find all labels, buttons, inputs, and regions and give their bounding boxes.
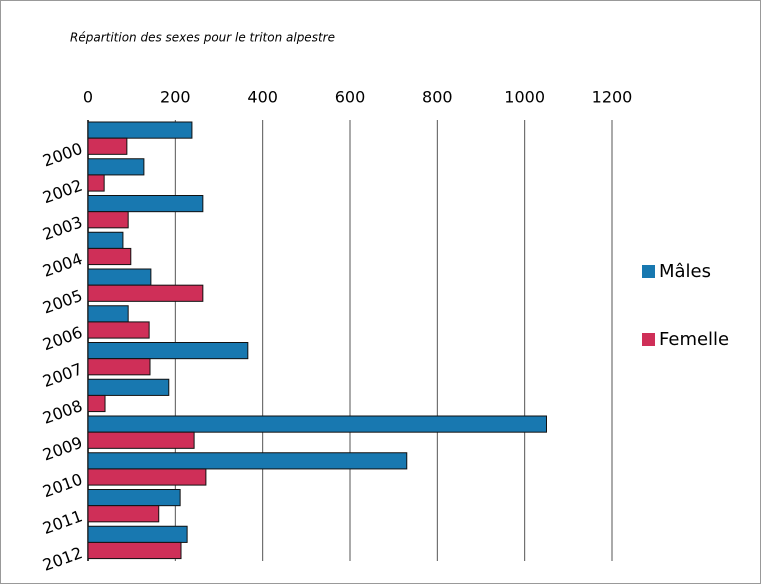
bar — [87, 489, 181, 507]
bar — [87, 378, 170, 396]
bar — [87, 268, 152, 286]
legend-swatch — [642, 265, 655, 278]
bar — [87, 231, 124, 249]
bar — [87, 305, 129, 323]
bar — [87, 541, 182, 560]
bar — [87, 468, 207, 486]
x-tick-label: 1200 — [592, 88, 633, 107]
bar — [87, 394, 106, 413]
bar — [87, 158, 145, 176]
bar — [87, 174, 105, 192]
bar — [87, 342, 249, 360]
x-tick-label: 400 — [247, 88, 278, 107]
bar — [87, 415, 547, 433]
bar — [87, 452, 408, 470]
bar — [87, 137, 128, 155]
chart-title: Répartition des sexes pour le triton alp… — [70, 31, 335, 45]
bar — [87, 431, 195, 449]
bar — [87, 358, 151, 376]
bar — [87, 321, 150, 339]
legend-swatch — [642, 333, 655, 346]
bar — [87, 211, 129, 229]
legend-label: Femelle — [659, 329, 729, 350]
bar — [87, 505, 160, 523]
bar — [87, 525, 188, 543]
x-tick-label: 200 — [160, 88, 191, 107]
bar — [87, 247, 132, 266]
x-tick-label: 0 — [83, 88, 93, 107]
bar — [87, 121, 193, 139]
x-tick-label: 1000 — [504, 88, 545, 107]
bar — [87, 284, 204, 302]
x-tick-label: 800 — [422, 88, 453, 107]
bar — [87, 195, 204, 213]
x-tick-label: 600 — [335, 88, 366, 107]
legend-label: Mâles — [659, 261, 711, 282]
